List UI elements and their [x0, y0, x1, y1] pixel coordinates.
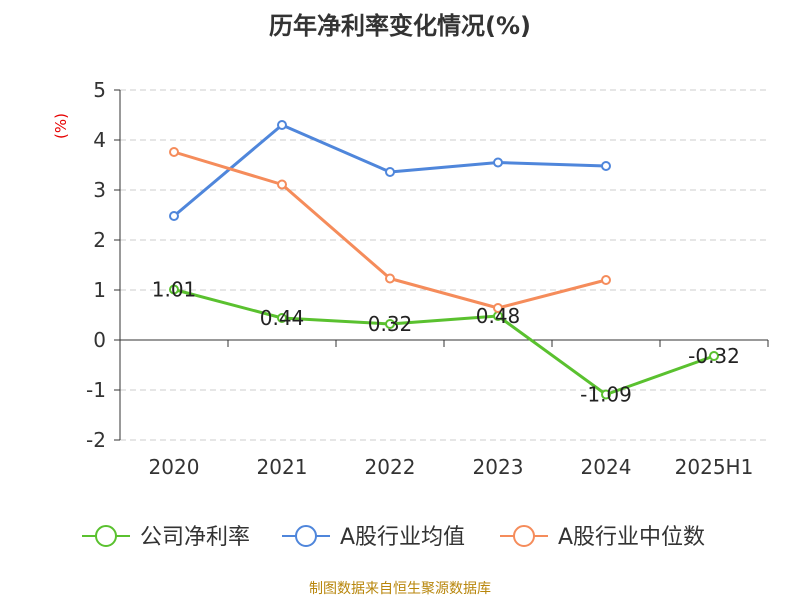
data-point [277, 120, 287, 130]
y-tick-label: 4 [93, 128, 106, 152]
data-point [169, 211, 179, 221]
series-line [173, 288, 715, 396]
data-label: 1.01 [152, 278, 197, 302]
data-point [385, 319, 395, 329]
data-point [169, 284, 179, 295]
legend-marker [513, 525, 535, 547]
x-tick-label: 2023 [473, 455, 524, 479]
data-point [385, 167, 395, 177]
source-note: 制图数据来自恒生聚源数据库 [309, 581, 491, 597]
data-point [601, 161, 611, 171]
legend-marker [295, 525, 317, 547]
data-label: 0.48 [476, 304, 521, 328]
x-tick-label: 2024 [581, 455, 632, 479]
y-tick-label: 5 [93, 78, 106, 102]
data-point [277, 179, 287, 190]
legend-label: 公司净利率 [140, 525, 250, 550]
data-point [709, 351, 719, 361]
y-tick-label: 0 [93, 328, 106, 352]
y-tick-label: 3 [93, 178, 106, 202]
chart-title: 历年净利率变化情况(%) [269, 12, 531, 40]
data-label: -0.32 [688, 344, 740, 368]
y-tick-label: -2 [86, 428, 106, 452]
data-point [601, 389, 611, 400]
data-point [169, 147, 179, 157]
data-point [277, 313, 287, 323]
data-point [601, 275, 611, 285]
data-point [385, 273, 395, 284]
legend-label: A股行业均值 [340, 525, 465, 550]
x-tick-label: 2025H1 [675, 455, 754, 479]
data-label: 0.44 [260, 306, 305, 330]
y-tick-label: 2 [93, 228, 106, 252]
x-tick-label: 2022 [365, 455, 416, 479]
y-tick-label: 1 [93, 278, 106, 302]
legend-label: A股行业中位数 [558, 525, 705, 550]
y-axis-label: (%) [52, 113, 70, 139]
data-point [493, 303, 503, 313]
data-label: -1.09 [580, 383, 632, 407]
legend-marker [95, 525, 117, 547]
x-tick-label: 2020 [149, 455, 200, 479]
y-tick-label: -1 [86, 378, 106, 402]
data-label: 0.32 [368, 312, 413, 336]
data-point [493, 157, 503, 168]
x-tick-label: 2021 [257, 455, 308, 479]
